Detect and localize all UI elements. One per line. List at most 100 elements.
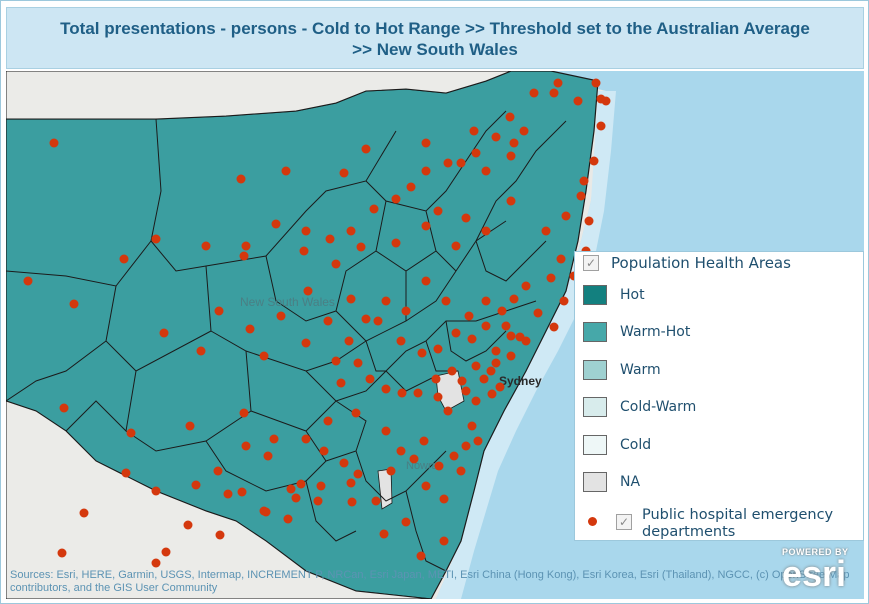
hospital-marker[interactable]: [456, 158, 466, 168]
hospital-marker[interactable]: [579, 176, 589, 186]
hospital-marker[interactable]: [49, 138, 59, 148]
hospital-marker[interactable]: [331, 259, 341, 269]
hospital-marker[interactable]: [259, 351, 269, 361]
hospital-marker[interactable]: [457, 376, 467, 386]
hospital-marker[interactable]: [467, 334, 477, 344]
hospital-marker[interactable]: [263, 451, 273, 461]
hospital-marker[interactable]: [151, 558, 161, 568]
hospital-marker[interactable]: [119, 254, 129, 264]
hospital-marker[interactable]: [319, 446, 329, 456]
hospital-marker[interactable]: [439, 494, 449, 504]
hospital-marker[interactable]: [386, 466, 396, 476]
hospital-marker[interactable]: [481, 296, 491, 306]
hospital-marker[interactable]: [346, 478, 356, 488]
hospital-marker[interactable]: [451, 328, 461, 338]
hospital-marker[interactable]: [291, 493, 301, 503]
hospital-marker[interactable]: [344, 336, 354, 346]
hospital-marker[interactable]: [159, 328, 169, 338]
hospital-marker[interactable]: [121, 468, 131, 478]
hospital-marker[interactable]: [351, 408, 361, 418]
hospital-marker[interactable]: [241, 241, 251, 251]
hospital-marker[interactable]: [183, 520, 193, 530]
hospital-marker[interactable]: [433, 206, 443, 216]
hospital-marker[interactable]: [316, 481, 326, 491]
hospital-marker[interactable]: [339, 168, 349, 178]
hospital-marker[interactable]: [353, 469, 363, 479]
hospital-marker[interactable]: [491, 358, 501, 368]
hospital-marker[interactable]: [396, 446, 406, 456]
hospital-marker[interactable]: [323, 316, 333, 326]
legend-layer-row[interactable]: ✓ Population Health Areas: [583, 250, 791, 276]
hospital-marker[interactable]: [487, 389, 497, 399]
hospital-marker[interactable]: [69, 299, 79, 309]
hospital-marker[interactable]: [421, 138, 431, 148]
hospital-marker[interactable]: [521, 336, 531, 346]
hospital-marker[interactable]: [409, 454, 419, 464]
hospital-marker[interactable]: [505, 112, 515, 122]
hospital-marker[interactable]: [451, 241, 461, 251]
hospital-marker[interactable]: [347, 497, 357, 507]
hospital-marker[interactable]: [346, 226, 356, 236]
hospital-marker[interactable]: [239, 251, 249, 261]
hospital-marker[interactable]: [213, 466, 223, 476]
hospital-marker[interactable]: [299, 246, 309, 256]
hospital-marker[interactable]: [281, 166, 291, 176]
hospital-marker[interactable]: [23, 276, 33, 286]
hospital-marker[interactable]: [301, 434, 311, 444]
hospital-marker[interactable]: [373, 316, 383, 326]
hospital-marker[interactable]: [419, 436, 429, 446]
hospital-marker[interactable]: [456, 466, 466, 476]
hospital-marker[interactable]: [126, 428, 136, 438]
hospital-marker[interactable]: [589, 156, 599, 166]
hospital-marker[interactable]: [601, 96, 611, 106]
hospital-marker[interactable]: [519, 126, 529, 136]
hospital-marker[interactable]: [529, 88, 539, 98]
hospital-marker[interactable]: [431, 374, 441, 384]
hospital-marker[interactable]: [301, 226, 311, 236]
hospital-marker[interactable]: [443, 406, 453, 416]
hospital-marker[interactable]: [396, 336, 406, 346]
hospital-marker[interactable]: [486, 366, 496, 376]
hospital-marker[interactable]: [443, 158, 453, 168]
legend-points-row[interactable]: ✓ Public hospital emergency departments: [583, 507, 852, 540]
hospital-marker[interactable]: [421, 166, 431, 176]
hospital-marker[interactable]: [573, 96, 583, 106]
hospital-marker[interactable]: [461, 213, 471, 223]
hospital-marker[interactable]: [57, 548, 67, 558]
hospital-marker[interactable]: [433, 392, 443, 402]
hospital-marker[interactable]: [161, 547, 171, 557]
hospital-marker[interactable]: [151, 486, 161, 496]
hospital-marker[interactable]: [303, 286, 313, 296]
hospital-marker[interactable]: [421, 221, 431, 231]
hospital-marker[interactable]: [506, 151, 516, 161]
hospital-marker[interactable]: [369, 204, 379, 214]
hospital-marker[interactable]: [441, 296, 451, 306]
hospital-marker[interactable]: [449, 451, 459, 461]
esri-badge[interactable]: POWERED BY esri: [782, 547, 860, 593]
hospital-marker[interactable]: [417, 348, 427, 358]
hospital-marker[interactable]: [467, 421, 477, 431]
hospital-marker[interactable]: [561, 211, 571, 221]
hospital-marker[interactable]: [353, 358, 363, 368]
hospital-marker[interactable]: [479, 374, 489, 384]
hospital-marker[interactable]: [245, 324, 255, 334]
hospital-marker[interactable]: [501, 321, 511, 331]
hospital-marker[interactable]: [313, 496, 323, 506]
hospital-marker[interactable]: [185, 421, 195, 431]
hospital-marker[interactable]: [413, 388, 423, 398]
hospital-marker[interactable]: [509, 294, 519, 304]
hospital-marker[interactable]: [356, 242, 366, 252]
hospital-marker[interactable]: [269, 434, 279, 444]
hospital-marker[interactable]: [361, 314, 371, 324]
hospital-marker[interactable]: [481, 166, 491, 176]
hospital-marker[interactable]: [325, 234, 335, 244]
hospital-marker[interactable]: [509, 138, 519, 148]
hospital-marker[interactable]: [406, 182, 416, 192]
hospital-marker[interactable]: [556, 254, 566, 264]
hospital-marker[interactable]: [461, 386, 471, 396]
hospital-marker[interactable]: [365, 374, 375, 384]
hospital-marker[interactable]: [259, 506, 269, 516]
hospital-marker[interactable]: [469, 126, 479, 136]
hospital-marker[interactable]: [323, 416, 333, 426]
hospital-marker[interactable]: [201, 241, 211, 251]
